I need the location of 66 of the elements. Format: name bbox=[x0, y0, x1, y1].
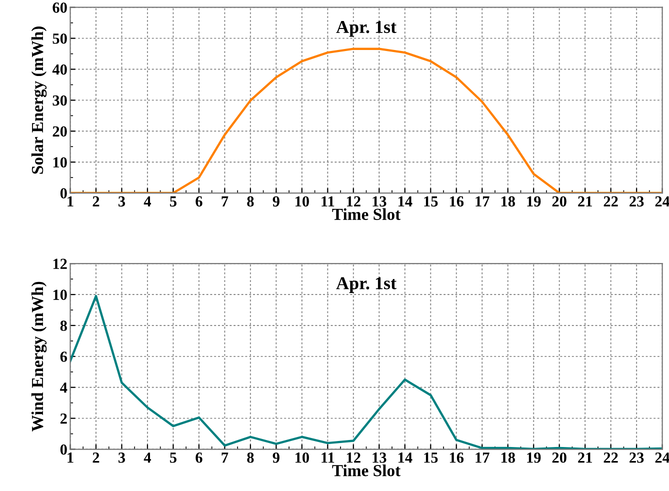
x-tick-label: 14 bbox=[398, 196, 412, 206]
x-tick-label: 10 bbox=[296, 452, 309, 463]
x-tick-label: 22 bbox=[604, 196, 618, 206]
y-tick-label: 8 bbox=[60, 320, 67, 331]
y-tick-label: 10 bbox=[53, 290, 67, 300]
x-tick-label: 15 bbox=[424, 452, 438, 463]
y-tick-label: 20 bbox=[52, 126, 67, 137]
y-tick-label: 6 bbox=[60, 352, 68, 362]
x-tick-label: 6 bbox=[196, 196, 202, 207]
y-tick-label: 12 bbox=[53, 258, 67, 269]
x-tick-label: 23 bbox=[630, 196, 644, 207]
x-tick-label: 15 bbox=[424, 196, 438, 207]
x-tick-label: 1 bbox=[68, 196, 74, 206]
x-tick-label: 2 bbox=[92, 452, 100, 463]
x-tick-label: 18 bbox=[501, 196, 515, 207]
y-tick-label: 60 bbox=[52, 2, 67, 13]
x-axis-title: Time Slot bbox=[332, 464, 401, 476]
x-tick-label: 7 bbox=[222, 196, 228, 206]
x-tick-label: 6 bbox=[196, 452, 202, 463]
x-tick-label: 9 bbox=[272, 196, 280, 207]
x-tick-label: 17 bbox=[476, 196, 490, 206]
x-tick-label: 20 bbox=[552, 196, 566, 207]
text: Apr. 1st bbox=[336, 277, 396, 293]
x-tick-label: 12 bbox=[346, 452, 360, 463]
x-axis-title: Time Slot bbox=[332, 208, 401, 220]
x-tick-label: 11 bbox=[322, 196, 334, 206]
x-tick-label: 16 bbox=[450, 196, 464, 207]
y-tick-label: 30 bbox=[52, 95, 67, 106]
y-axis-title: Solar Energy (mWh) bbox=[31, 26, 47, 174]
x-tick-label: 19 bbox=[527, 452, 541, 463]
x-tick-label: 8 bbox=[247, 452, 254, 463]
x-tick-label: 17 bbox=[476, 452, 490, 463]
x-tick-label: 18 bbox=[501, 452, 515, 463]
y-tick-label: 4 bbox=[60, 382, 68, 393]
x-tick-label: 7 bbox=[222, 452, 228, 463]
x-tick-label: 1 bbox=[68, 452, 74, 463]
x-tick-label: 21 bbox=[578, 452, 592, 463]
y-tick-label: 50 bbox=[52, 33, 67, 44]
x-tick-label: 4 bbox=[144, 196, 152, 206]
x-tick-label: 10 bbox=[296, 196, 309, 207]
x-tick-label: 2 bbox=[92, 196, 100, 206]
x-tick-label: 11 bbox=[322, 452, 334, 463]
x-tick-label: 9 bbox=[272, 452, 280, 463]
x-tick-label: 4 bbox=[144, 452, 152, 463]
x-tick-label: 19 bbox=[527, 196, 541, 207]
x-tick-label: 21 bbox=[578, 196, 592, 206]
x-tick-label: 22 bbox=[604, 452, 618, 463]
x-tick-label: 14 bbox=[398, 452, 412, 463]
x-tick-label: 20 bbox=[552, 452, 566, 463]
x-tick-label: 13 bbox=[372, 196, 386, 207]
x-tick-label: 23 bbox=[630, 452, 644, 463]
x-tick-label: 13 bbox=[372, 452, 386, 463]
y-tick-label: 0 bbox=[60, 188, 67, 198]
y-tick-label: 2 bbox=[60, 414, 67, 424]
y-tick-label: 10 bbox=[53, 157, 67, 168]
x-tick-label: 3 bbox=[118, 452, 126, 463]
y-axis-title: Wind Energy (mWh) bbox=[31, 282, 47, 432]
x-tick-label: 5 bbox=[170, 196, 176, 207]
x-tick-label: 8 bbox=[247, 196, 254, 207]
text: Apr. 1st bbox=[336, 20, 396, 37]
y-tick-label: 0 bbox=[60, 444, 67, 455]
x-tick-label: 3 bbox=[118, 196, 126, 207]
x-tick-label: 16 bbox=[450, 452, 464, 463]
x-tick-label: 5 bbox=[170, 452, 176, 463]
x-tick-label: 12 bbox=[346, 196, 360, 206]
y-tick-label: 40 bbox=[52, 64, 67, 75]
